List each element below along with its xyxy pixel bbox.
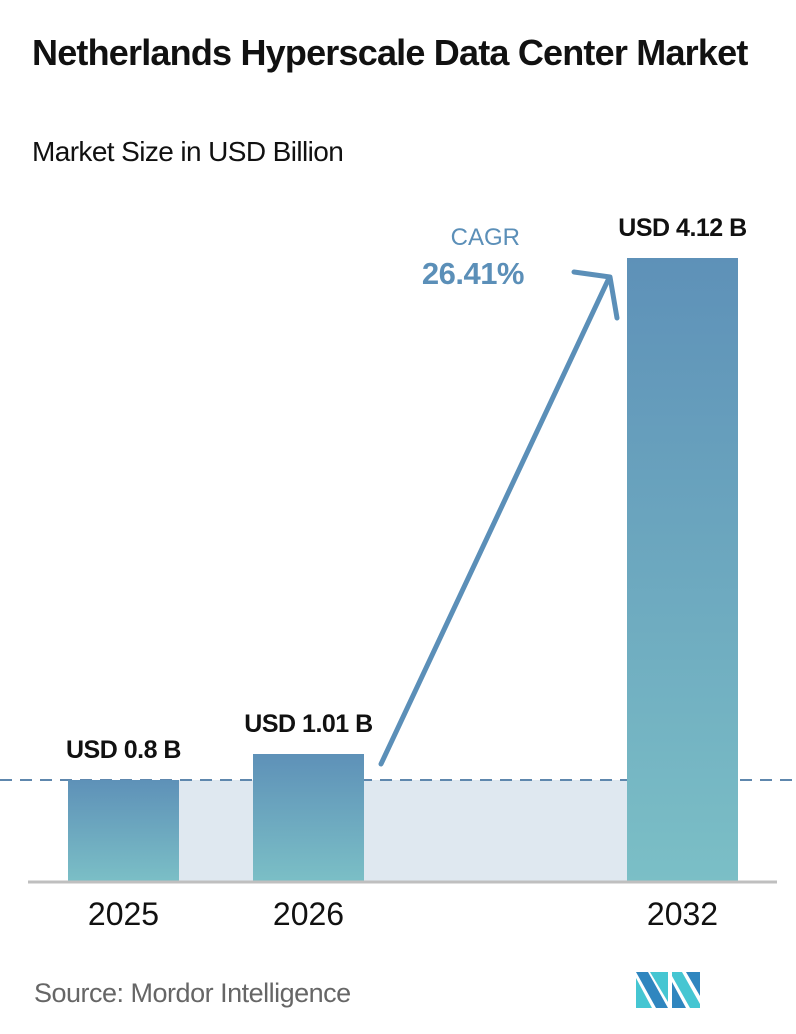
bars-group bbox=[68, 258, 738, 882]
source-text: Source: Mordor Intelligence bbox=[34, 978, 351, 1008]
bar-value-label: USD 0.8 B bbox=[66, 736, 181, 764]
x-axis-label: 2026 bbox=[272, 896, 345, 932]
x-axis-label: 2032 bbox=[646, 896, 719, 932]
chart-title: Netherlands Hyperscale Data Center Marke… bbox=[32, 32, 748, 73]
cagr-arrow-icon bbox=[378, 269, 620, 767]
bar-value-label: USD 1.01 B bbox=[244, 710, 373, 738]
bar-value-label: USD 4.12 B bbox=[618, 214, 747, 242]
bar-2032 bbox=[627, 258, 738, 882]
bar-2025 bbox=[68, 780, 179, 882]
cagr-value: 26.41% bbox=[421, 256, 525, 291]
reference-band bbox=[179, 780, 627, 882]
chart-subtitle: Market Size in USD Billion bbox=[32, 136, 344, 167]
x-axis-label: 2025 bbox=[87, 896, 160, 932]
cagr-label: CAGR bbox=[450, 224, 520, 251]
mordor-intelligence-logo-icon bbox=[636, 972, 700, 1008]
bar-2026 bbox=[253, 754, 364, 882]
